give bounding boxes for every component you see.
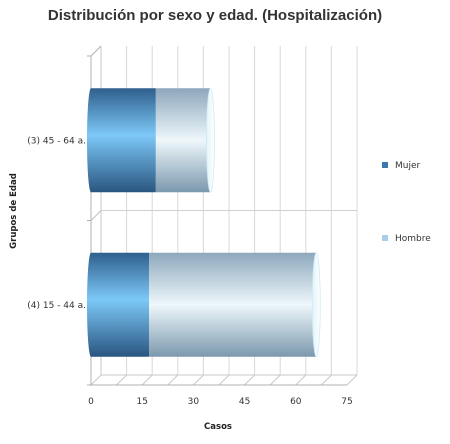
x-tick-label: 75 — [341, 397, 352, 407]
chart-title: Distribución por sexo y edad. (Hospitali… — [48, 7, 382, 24]
tick-labels: 0 15 30 45 60 75 (3) 45 - 64 a. (4) 15 - 44 a. — [27, 136, 352, 407]
floor-depth-line — [346, 374, 358, 386]
floor-depth-line — [244, 374, 255, 386]
x-tick-label: 60 — [290, 397, 302, 407]
bar-mujer — [91, 252, 150, 357]
x-tick-label: 0 — [88, 397, 94, 407]
bars — [87, 87, 321, 358]
bar-hombre — [149, 252, 317, 357]
floor-depth-line — [167, 374, 179, 386]
x-tick-label: 45 — [239, 397, 250, 407]
bar-end-cap — [311, 252, 321, 358]
bar-hombre — [155, 88, 211, 193]
bar-start-cap — [87, 252, 91, 357]
floor-depth-line — [193, 374, 204, 386]
y-axis-title: Grupos de Edad — [9, 173, 19, 249]
bar-end-cap — [206, 87, 215, 193]
x-tick-label: 30 — [188, 397, 200, 407]
bar-mujer — [91, 88, 156, 193]
legend-swatch-mujer — [382, 162, 388, 168]
bar-start-cap — [87, 88, 91, 193]
floor-depth-line — [321, 374, 332, 386]
floor-depth-line — [90, 374, 102, 386]
floor-depth-line — [218, 374, 230, 386]
y-tick-label: (3) 45 - 64 a. — [27, 136, 86, 146]
legend: Mujer Hombre — [382, 161, 431, 244]
legend-label-hombre: Hombre — [395, 234, 431, 244]
floor-depth-line — [116, 374, 127, 386]
legend-label-mujer: Mujer — [395, 161, 421, 171]
x-tick-label: 15 — [136, 397, 147, 407]
x-axis-title: Casos — [204, 422, 232, 432]
legend-swatch-hombre — [382, 235, 388, 241]
floor-depth-line — [295, 374, 307, 386]
y-axis-top-depth — [90, 45, 102, 57]
gridline-category-depth — [90, 210, 102, 221]
floor-depth-line — [141, 374, 153, 386]
y-tick-label: (4) 15 - 44 a. — [27, 301, 86, 311]
floor-depth-line — [269, 374, 281, 386]
